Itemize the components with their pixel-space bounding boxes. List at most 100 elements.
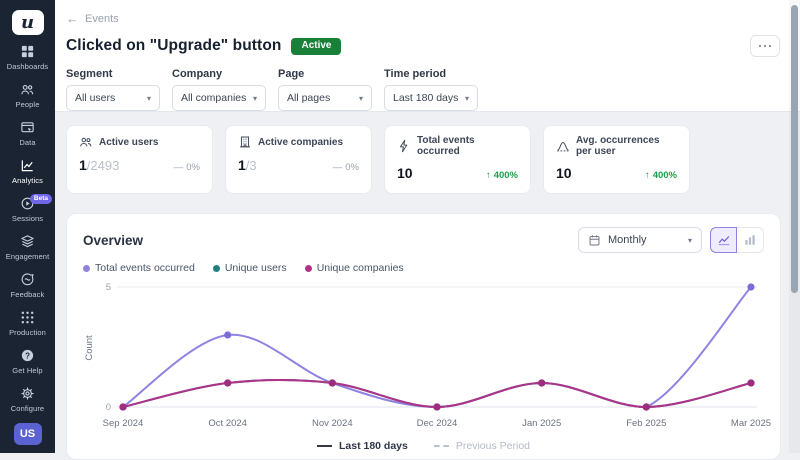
stat-change: — 0% xyxy=(174,162,200,173)
svg-text:Feb 2025: Feb 2025 xyxy=(626,418,666,429)
sidebar-item-engagement[interactable]: Engagement xyxy=(0,232,55,263)
engagement-icon xyxy=(20,234,35,249)
legend-item-unique-companies: Unique companies xyxy=(305,262,404,274)
bell-curve-icon xyxy=(556,139,570,153)
stat-value: 1 xyxy=(79,157,87,173)
stat-total: /3 xyxy=(246,158,257,173)
line-chart-toggle-button[interactable] xyxy=(710,227,737,253)
app-logo[interactable]: u xyxy=(12,10,44,35)
svg-text:Nov 2024: Nov 2024 xyxy=(312,418,353,429)
sidebar-item-sessions[interactable]: BetaSessions xyxy=(0,194,55,225)
bar-chart-icon xyxy=(743,233,757,247)
stat-change: ↑ 400% xyxy=(486,170,518,181)
filter-segment: Segment All users ▾ xyxy=(66,68,160,111)
stat-label: Avg. occurrences per user xyxy=(576,135,677,157)
arrow-up-icon: ↑ xyxy=(486,170,491,181)
production-icon xyxy=(20,310,35,325)
users-icon xyxy=(79,135,93,149)
topbar: ← Events Clicked on "Upgrade" button Act… xyxy=(55,0,800,112)
filter-page: Page All pages ▾ xyxy=(278,68,372,111)
flat-dash-icon: — xyxy=(174,162,184,173)
sidebar-item-feedback[interactable]: Feedback xyxy=(0,270,55,301)
ellipsis-icon xyxy=(758,45,773,48)
sidebar-bottom-nav: Production ?Get Help Configure xyxy=(0,301,55,415)
sidebar: u Dashboards People Data Analytics BetaSessi… xyxy=(0,0,55,453)
dashboards-icon xyxy=(20,44,35,59)
select-value: All pages xyxy=(287,92,330,104)
status-badge: Active xyxy=(291,38,341,55)
sidebar-item-data[interactable]: Data xyxy=(0,118,55,149)
granularity-value: Monthly xyxy=(608,234,647,246)
select-value: Last 180 days xyxy=(393,92,458,104)
filter-select-time-period[interactable]: Last 180 days ▾ xyxy=(384,85,478,111)
svg-text:Oct 2024: Oct 2024 xyxy=(208,418,247,429)
arrow-up-icon: ↑ xyxy=(645,170,650,181)
breadcrumb[interactable]: ← Events xyxy=(66,12,119,25)
bar-chart-toggle-button[interactable] xyxy=(737,227,764,253)
more-options-button[interactable] xyxy=(750,35,780,57)
sidebar-item-get-help[interactable]: ?Get Help xyxy=(0,346,55,377)
footer-legend-last-180-days[interactable]: Last 180 days xyxy=(317,440,408,452)
stat-change: — 0% xyxy=(333,162,359,173)
svg-text:?: ? xyxy=(25,351,30,360)
filter-select-segment[interactable]: All users ▾ xyxy=(66,85,160,111)
configure-icon xyxy=(20,386,35,401)
stat-card-active-users: Active users 1/2493 — 0% xyxy=(66,125,213,194)
user-avatar[interactable]: US xyxy=(14,423,42,445)
people-icon xyxy=(20,82,35,97)
lightning-icon xyxy=(397,139,411,153)
filter-label: Time period xyxy=(384,68,478,80)
data-icon xyxy=(20,120,35,135)
stat-change: ↑ 400% xyxy=(645,170,677,181)
sidebar-item-label: Sessions xyxy=(12,214,43,223)
title-row: Clicked on "Upgrade" button Active xyxy=(66,35,780,57)
dashed-line-swatch xyxy=(434,445,449,447)
filter-select-page[interactable]: All pages ▾ xyxy=(278,85,372,111)
sidebar-item-people[interactable]: People xyxy=(0,80,55,111)
stat-label: Active users xyxy=(99,137,158,148)
sidebar-item-configure[interactable]: Configure xyxy=(0,384,55,415)
page-title: Clicked on "Upgrade" button xyxy=(66,37,281,55)
legend-dot xyxy=(305,265,312,272)
filters-row: Segment All users ▾ Company All companie… xyxy=(66,68,780,111)
stat-card-header: Total events occurred xyxy=(397,135,518,157)
legend-dot xyxy=(83,265,90,272)
chevron-down-icon: ▾ xyxy=(359,94,363,103)
company-icon xyxy=(238,135,252,149)
app-window: u Dashboards People Data Analytics BetaSessi… xyxy=(0,0,800,453)
overview-title: Overview xyxy=(83,233,143,248)
stat-value: 10 xyxy=(397,165,413,181)
sidebar-item-dashboards[interactable]: Dashboards xyxy=(0,42,55,73)
sidebar-item-production[interactable]: Production xyxy=(0,308,55,339)
granularity-select[interactable]: Monthly ▾ xyxy=(578,227,702,253)
solid-line-swatch xyxy=(317,445,332,447)
help-icon: ? xyxy=(20,348,35,363)
footer-legend-previous-period[interactable]: Previous Period xyxy=(434,440,530,452)
chart-legend: Total events occurred Unique users Uniqu… xyxy=(83,262,764,274)
stat-card-total-events-occurred: Total events occurred 10 ↑ 400% xyxy=(384,125,531,194)
sidebar-item-label: Engagement xyxy=(6,252,50,261)
overview-controls: Monthly ▾ xyxy=(578,227,764,253)
scrollbar-thumb[interactable] xyxy=(791,5,798,293)
footer-legend: Last 180 days Previous Period xyxy=(83,440,764,452)
feedback-icon xyxy=(20,272,35,287)
chevron-down-icon: ▾ xyxy=(465,94,469,103)
stat-card-body: 1/3 — 0% xyxy=(238,157,359,175)
sidebar-item-label: Production xyxy=(9,328,46,337)
analytics-icon xyxy=(20,158,35,173)
overview-line-chart[interactable]: 05CountSep 2024Oct 2024Nov 2024Dec 2024J… xyxy=(83,276,775,434)
filter-select-company[interactable]: All companies ▾ xyxy=(172,85,266,111)
flat-dash-icon: — xyxy=(333,162,343,173)
filter-company: Company All companies ▾ xyxy=(172,68,266,111)
overview-panel: Overview Monthly ▾ Total events occurred xyxy=(66,213,781,460)
sidebar-item-label: Feedback xyxy=(11,290,45,299)
vertical-scrollbar[interactable] xyxy=(789,0,800,453)
sidebar-item-analytics[interactable]: Analytics xyxy=(0,156,55,187)
legend-item-unique-users: Unique users xyxy=(213,262,287,274)
logo-letter: u xyxy=(21,12,34,33)
chart-area: 05CountSep 2024Oct 2024Nov 2024Dec 2024J… xyxy=(83,276,764,439)
back-arrow-icon: ← xyxy=(66,12,79,25)
svg-text:Count: Count xyxy=(84,335,95,361)
stats-row: Active users 1/2493 — 0% Active companie… xyxy=(55,112,800,210)
sidebar-nav: Dashboards People Data Analytics BetaSession… xyxy=(0,35,55,301)
